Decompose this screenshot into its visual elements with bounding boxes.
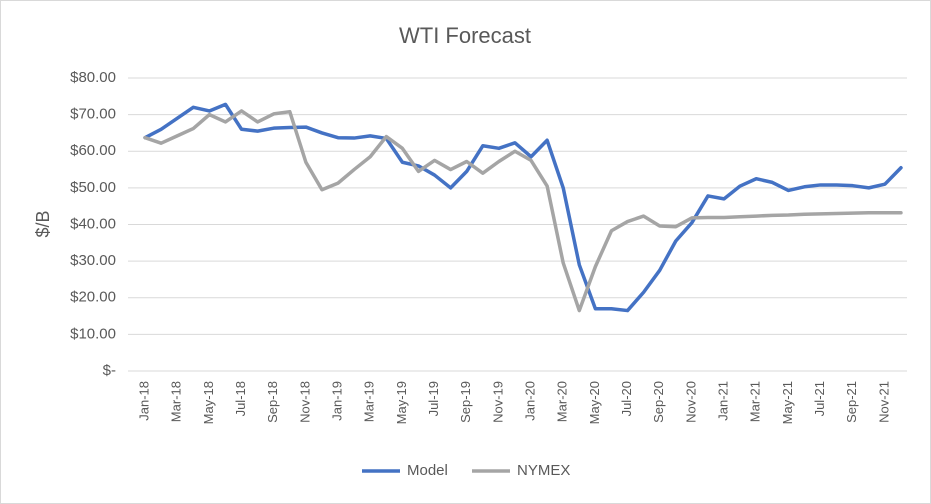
y-tick-label: $50.00 [70,179,116,196]
x-tick-label: Sep-20 [651,381,666,423]
x-tick-label: Sep-21 [844,381,859,423]
x-tick-label: Nov-20 [683,381,698,423]
x-tick-label: Mar-19 [362,381,377,422]
x-tick-label: Jul-18 [233,381,248,416]
y-tick-label: $20.00 [70,289,116,306]
x-tick-label: Sep-18 [265,381,280,423]
x-tick-label: Jan-19 [329,381,344,421]
x-tick-label: Nov-18 [297,381,312,423]
x-tick-label: May-20 [587,381,602,424]
x-tick-label: Sep-19 [458,381,473,423]
y-axis-label: $/B [33,210,53,237]
y-tick-label: $40.00 [70,215,116,232]
x-tick-label: Jan-20 [522,381,537,421]
x-tick-label: Jul-19 [426,381,441,416]
x-tick-label: Jan-21 [715,381,730,421]
legend-label: Model [407,462,448,479]
x-tick-label: Nov-21 [876,381,891,423]
legend-label: NYMEX [517,462,570,479]
y-tick-label: $10.00 [70,325,116,342]
x-tick-label: Mar-21 [748,381,763,422]
x-tick-label: Jul-21 [812,381,827,416]
x-tick-label: Jul-20 [619,381,634,416]
y-tick-label: $60.00 [70,142,116,159]
x-tick-label: May-18 [201,381,216,424]
x-tick-label: Mar-18 [169,381,184,422]
x-tick-label: Jan-18 [136,381,151,421]
y-tick-label: $70.00 [70,106,116,123]
y-tick-label: $80.00 [70,69,116,86]
x-tick-label: May-21 [780,381,795,424]
y-tick-label: $30.00 [70,252,116,269]
series-line [143,102,903,313]
chart-title: WTI Forecast [399,23,531,48]
y-tick-label: $- [103,362,116,379]
x-tick-label: Nov-19 [490,381,505,423]
x-tick-label: May-19 [394,381,409,424]
series-line [143,109,903,313]
x-tick-label: Mar-20 [555,381,570,422]
